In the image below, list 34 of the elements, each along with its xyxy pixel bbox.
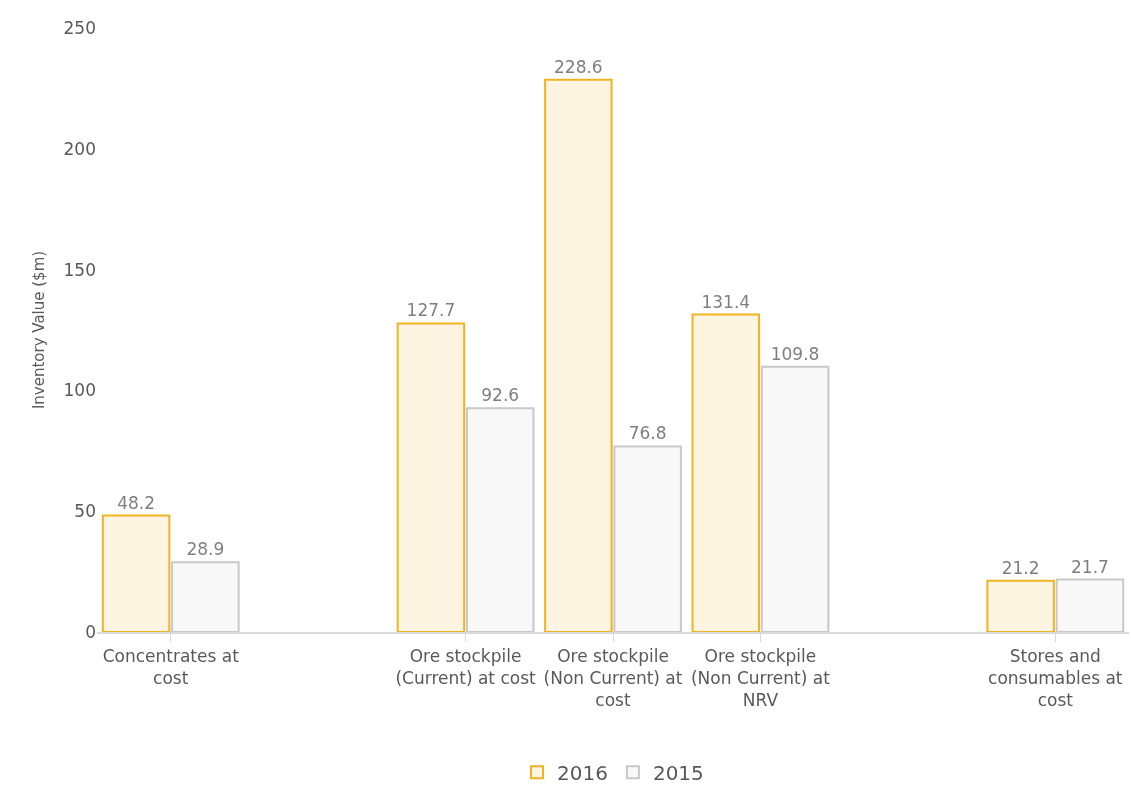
y-tick-label: 100 — [63, 380, 96, 401]
x-tick-label: Ore stockpile (Non Current) at cost — [543, 646, 683, 711]
bar — [171, 561, 240, 632]
bar — [760, 365, 830, 632]
data-label: 21.2 — [1001, 557, 1040, 578]
y-tick-label: 0 — [85, 621, 96, 642]
bar — [101, 514, 171, 632]
data-label: 21.7 — [1071, 556, 1109, 577]
data-label: 76.8 — [628, 423, 667, 444]
bar — [691, 313, 761, 632]
data-label: 48.2 — [117, 492, 155, 513]
y-tick-label: 200 — [63, 138, 96, 159]
bar — [465, 407, 535, 632]
y-tick-label: 50 — [74, 501, 96, 522]
bar — [396, 322, 466, 632]
x-tick-label: Concentrates at cost — [102, 646, 240, 689]
legend-label: 2015 — [652, 761, 704, 786]
x-tick-label: Ore stockpile (Current) at cost — [395, 646, 537, 689]
data-label: 28.9 — [186, 539, 225, 560]
x-tick-label: Ore stockpile (Non Current) at NRV — [690, 646, 831, 711]
data-label: 92.6 — [481, 385, 520, 406]
x-tick-label: Stores and consumables at cost — [988, 646, 1123, 711]
data-label: 127.7 — [406, 300, 456, 321]
bar — [613, 445, 682, 632]
data-label: 131.4 — [701, 291, 751, 312]
y-tick-label: 250 — [63, 17, 96, 38]
y-axis-title: Inventory Value ($m) — [29, 250, 48, 410]
data-label: 109.8 — [770, 343, 820, 364]
data-label: 228.6 — [554, 56, 603, 77]
y-tick-label: 150 — [63, 259, 96, 280]
legend-label: 2016 — [557, 761, 608, 786]
bar — [544, 78, 613, 632]
bar — [1055, 578, 1125, 632]
bar — [986, 579, 1055, 632]
